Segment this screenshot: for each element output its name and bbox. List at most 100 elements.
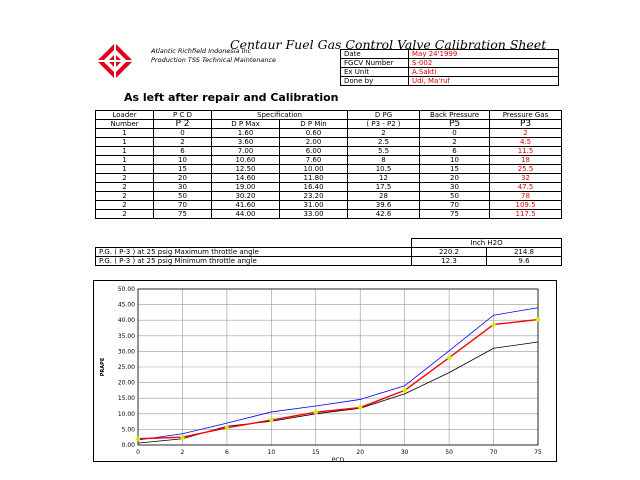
info-label: Ex Unit bbox=[340, 67, 409, 77]
info-label: FGCV Number bbox=[340, 58, 409, 68]
table-header-row-2: Number P 2 D P Max D P Min ( P3 - P2 ) P… bbox=[95, 119, 563, 129]
sheet-title: Centaur Fuel Gas Control Valve Calibrati… bbox=[230, 37, 547, 52]
data-point bbox=[446, 355, 452, 360]
cell-dpg: 17.5 bbox=[347, 182, 421, 192]
info-row-date: Date May 24'1999 bbox=[340, 49, 559, 59]
plot-area bbox=[137, 288, 539, 446]
cell-bp: 50 bbox=[419, 191, 491, 201]
info-row-unit: Ex Unit A.Sakti bbox=[340, 67, 559, 77]
cell-pcd: 70 bbox=[153, 200, 212, 210]
cell-pcd: 6 bbox=[153, 146, 212, 156]
data-point bbox=[269, 417, 274, 423]
cell-loader: 2 bbox=[95, 182, 154, 192]
cell-dpg: 8 bbox=[347, 155, 421, 165]
cell-pg: 2 bbox=[489, 128, 563, 138]
company-line-2: Production TSS Technical Maintenance bbox=[151, 56, 277, 64]
y-tick-label: 50.00 bbox=[118, 286, 135, 293]
summary-value: 220.2 bbox=[411, 247, 487, 257]
cell-bp: 0 bbox=[419, 128, 491, 138]
data-point bbox=[135, 436, 141, 441]
header-dp-max: D P Max bbox=[211, 119, 280, 129]
company-line-1: Atlantic Richfield Indonesia Inc bbox=[151, 47, 252, 55]
y-tick-label: 30.00 bbox=[118, 348, 135, 355]
info-table: Date May 24'1999 FGCV Number S-002 Ex Un… bbox=[340, 49, 559, 86]
chart-svg: 0.00 5.00 10.00 15.00 20.00 25.00 30.00 35.00 40… bbox=[100, 286, 542, 463]
cell-bp: 70 bbox=[419, 200, 491, 210]
header-p5: P5 bbox=[419, 119, 491, 129]
cell-loader: 2 bbox=[95, 191, 154, 201]
cell-loader: 2 bbox=[95, 209, 154, 219]
cell-pcd: 30 bbox=[153, 182, 212, 192]
header-p3-p2: ( P3 - P2 ) bbox=[347, 119, 421, 129]
table-body: 1 0 1.60 0.60 2 0 2 1 2 3.60 2.00 2.5 2 4.5 1 6 7.00 6.00… bbox=[95, 128, 563, 219]
cell-dp-min: 6.00 bbox=[278, 146, 349, 156]
cell-dp-min: 16.40 bbox=[278, 182, 349, 192]
cell-pg: 78 bbox=[489, 191, 563, 201]
cell-dp-min: 33.00 bbox=[278, 209, 349, 219]
cell-dp-max: 19.00 bbox=[211, 182, 280, 192]
summary-label: P.G. ( P-3 ) at 25 psig Maximum throttle… bbox=[95, 247, 412, 257]
data-point bbox=[180, 435, 185, 440]
cell-dp-max: 14.60 bbox=[211, 173, 280, 183]
summary-value: 9.6 bbox=[486, 256, 562, 266]
cell-dpg: 28 bbox=[347, 191, 421, 201]
company-logo bbox=[97, 43, 133, 79]
y-tick-label: 0.00 bbox=[122, 442, 136, 449]
table-row: 2 75 44.00 33.00 42.6 75 117.5 bbox=[95, 209, 563, 219]
cell-loader: 1 bbox=[95, 128, 154, 138]
x-tick-label: 2 bbox=[181, 449, 185, 456]
page-subtitle: As left after repair and Calibration bbox=[124, 91, 339, 104]
cell-dp-min: 2.00 bbox=[278, 137, 349, 147]
calibration-table: Loader P C D Specification D PG Back Pre… bbox=[95, 110, 563, 219]
x-tick-label: 0 bbox=[136, 449, 140, 456]
info-value: Udi, Ma'ruf bbox=[408, 76, 559, 86]
x-tick-label: 30 bbox=[401, 449, 409, 456]
info-label: Done by bbox=[340, 76, 409, 86]
x-tick-label: 50 bbox=[445, 449, 453, 456]
y-tick-label: 35.00 bbox=[118, 333, 135, 340]
cell-pg: 11.5 bbox=[489, 146, 563, 156]
cell-dp-max: 3.60 bbox=[211, 137, 280, 147]
cell-pcd: 15 bbox=[153, 164, 212, 174]
summary-value: 214.8 bbox=[486, 247, 562, 257]
cell-dp-max: 1.60 bbox=[211, 128, 280, 138]
info-label: Date bbox=[340, 49, 409, 59]
table-row: 1 10 10.60 7.60 8 10 18 bbox=[95, 155, 563, 165]
cell-pg: 47.5 bbox=[489, 182, 563, 192]
x-tick-label: 15 bbox=[312, 449, 320, 456]
cell-bp: 30 bbox=[419, 182, 491, 192]
cell-bp: 15 bbox=[419, 164, 491, 174]
cell-dp-max: 10.60 bbox=[211, 155, 280, 165]
cell-pg: 25.5 bbox=[489, 164, 563, 174]
y-tick-label: 5.00 bbox=[122, 426, 136, 433]
cell-dpg: 12 bbox=[347, 173, 421, 183]
cell-pg: 117.5 bbox=[489, 209, 563, 219]
table-row: 2 20 14.60 11.80 12 20 32 bbox=[95, 173, 563, 183]
y-axis-label: PRAPE bbox=[100, 357, 106, 376]
header-p2: P 2 bbox=[153, 119, 212, 129]
header-p3: P3 bbox=[489, 119, 563, 129]
info-row-fgcv: FGCV Number S-002 bbox=[340, 58, 559, 68]
summary-value: 12.3 bbox=[411, 256, 487, 266]
cell-pg: 109.5 bbox=[489, 200, 563, 210]
y-tick-label: 15.00 bbox=[118, 395, 135, 402]
cell-pg: 4.5 bbox=[489, 137, 563, 147]
header-dpg: D PG bbox=[347, 110, 421, 120]
header-dp-min: D P Min bbox=[278, 119, 349, 129]
cell-dpg: 10.5 bbox=[347, 164, 421, 174]
cell-dp-max: 30.20 bbox=[211, 191, 280, 201]
table-row: 2 30 19.00 16.40 17.5 30 47.5 bbox=[95, 182, 563, 192]
cell-pg: 18 bbox=[489, 155, 563, 165]
x-tick-label: 20 bbox=[356, 449, 364, 456]
header-loader: Loader bbox=[95, 110, 154, 120]
data-point bbox=[313, 410, 318, 415]
y-tick-label: 40.00 bbox=[118, 317, 135, 324]
info-row-done-by: Done by Udi, Ma'ruf bbox=[340, 76, 559, 86]
cell-dp-max: 7.00 bbox=[211, 146, 280, 156]
summary-label: P.G. ( P-3 ) at 25 psig Minimum throttle… bbox=[95, 256, 412, 266]
table-row: 2 70 41.60 31.00 39.6 70 109.5 bbox=[95, 200, 563, 210]
cell-dp-min: 23.20 bbox=[278, 191, 349, 201]
y-tick-label: 20.00 bbox=[118, 380, 135, 387]
table-row: 1 0 1.60 0.60 2 0 2 bbox=[95, 128, 563, 138]
cell-bp: 75 bbox=[419, 209, 491, 219]
